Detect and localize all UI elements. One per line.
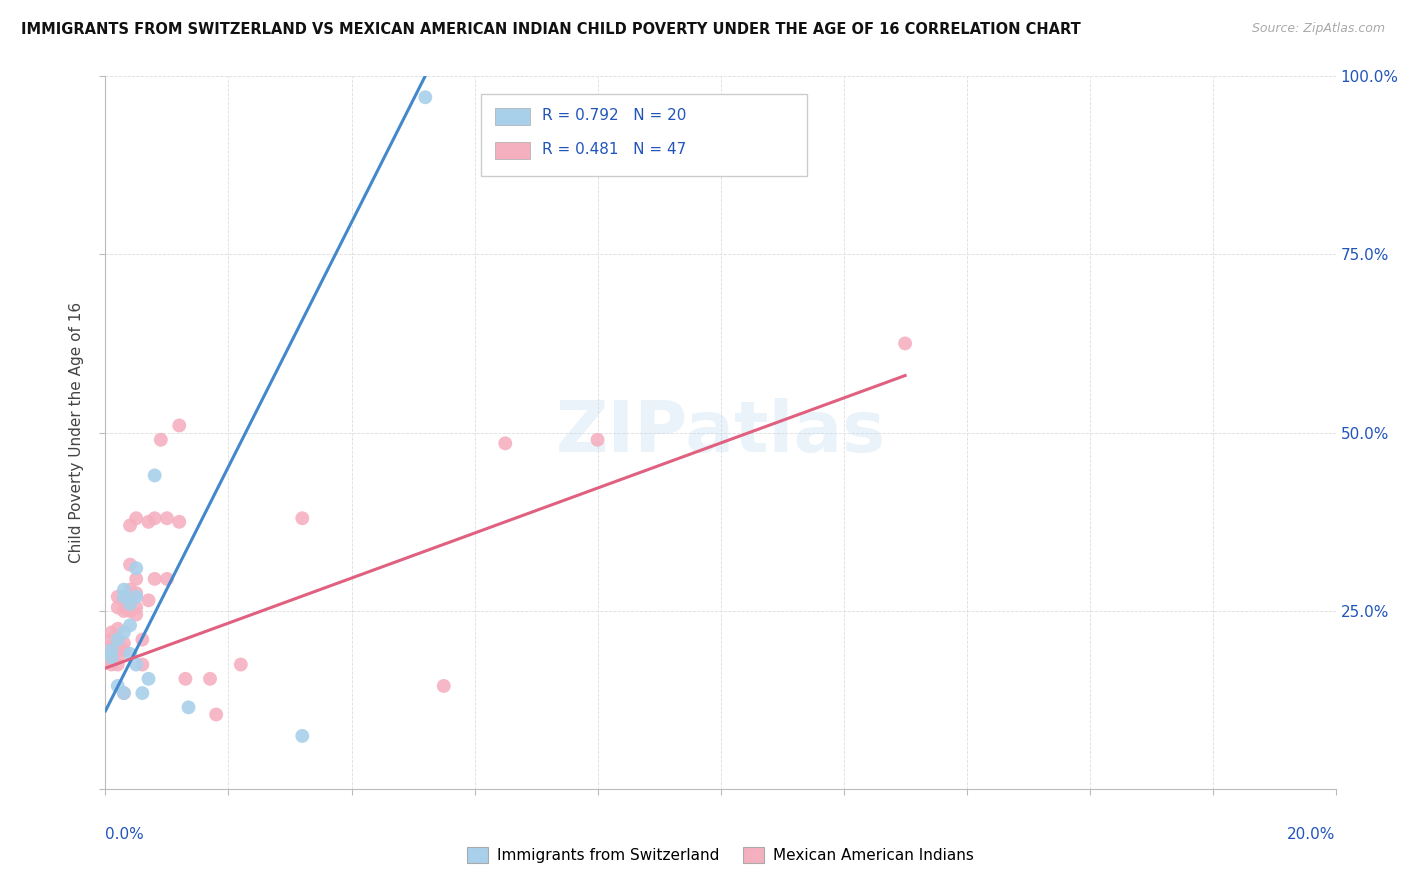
Point — [112, 582, 135, 597]
Point — [138, 672, 160, 686]
Point — [112, 625, 135, 640]
Point — [100, 643, 122, 657]
Point — [112, 643, 135, 657]
Point — [125, 600, 148, 615]
Point — [112, 593, 135, 607]
Point — [174, 672, 197, 686]
Text: ZIPatlas: ZIPatlas — [555, 398, 886, 467]
Text: IMMIGRANTS FROM SWITZERLAND VS MEXICAN AMERICAN INDIAN CHILD POVERTY UNDER THE A: IMMIGRANTS FROM SWITZERLAND VS MEXICAN A… — [21, 22, 1081, 37]
Point — [107, 636, 129, 650]
Point — [107, 632, 129, 647]
Point — [112, 686, 135, 700]
Point — [125, 561, 148, 575]
Point — [120, 618, 141, 632]
Point — [125, 572, 148, 586]
Point — [198, 672, 221, 686]
Point — [125, 511, 148, 525]
Point — [107, 643, 129, 657]
Bar — [495, 108, 530, 125]
Point — [100, 657, 122, 672]
Point — [120, 558, 141, 572]
Point — [131, 686, 153, 700]
Point — [138, 515, 160, 529]
Point — [143, 468, 166, 483]
Text: R = 0.792   N = 20: R = 0.792 N = 20 — [543, 108, 686, 122]
Point — [100, 625, 122, 640]
Point — [107, 600, 129, 615]
Point — [125, 586, 148, 600]
Point — [107, 679, 129, 693]
Point — [112, 604, 135, 618]
Point — [107, 650, 129, 665]
Point — [125, 607, 148, 622]
Point — [291, 511, 314, 525]
Point — [100, 650, 122, 665]
Point — [169, 515, 191, 529]
Text: Source: ZipAtlas.com: Source: ZipAtlas.com — [1251, 22, 1385, 36]
Point — [125, 657, 148, 672]
Point — [169, 418, 191, 433]
Point — [107, 657, 129, 672]
Point — [107, 590, 129, 604]
Point — [131, 632, 153, 647]
Point — [120, 597, 141, 611]
Point — [156, 511, 179, 525]
Point — [586, 433, 609, 447]
Y-axis label: Child Poverty Under the Age of 16: Child Poverty Under the Age of 16 — [69, 302, 84, 563]
Point — [100, 654, 122, 668]
Point — [120, 582, 141, 597]
Point — [143, 572, 166, 586]
Text: 20.0%: 20.0% — [1288, 828, 1336, 842]
Point — [131, 657, 153, 672]
Legend: Immigrants from Switzerland, Mexican American Indians: Immigrants from Switzerland, Mexican Ame… — [460, 839, 981, 871]
Bar — [495, 143, 530, 160]
Point — [229, 657, 252, 672]
Point — [112, 590, 135, 604]
Point — [177, 700, 200, 714]
Point — [107, 622, 129, 636]
Text: R = 0.481   N = 47: R = 0.481 N = 47 — [543, 142, 686, 157]
Point — [120, 518, 141, 533]
Text: 0.0%: 0.0% — [105, 828, 145, 842]
Point — [894, 336, 917, 351]
Point — [125, 590, 148, 604]
Point — [120, 604, 141, 618]
FancyBboxPatch shape — [481, 94, 807, 176]
Point — [494, 436, 516, 450]
Point — [120, 593, 141, 607]
Point — [138, 593, 160, 607]
Point — [120, 647, 141, 661]
Point — [143, 511, 166, 525]
Point — [156, 572, 179, 586]
Point — [112, 636, 135, 650]
Point — [205, 707, 228, 722]
Point — [100, 640, 122, 654]
Point — [149, 433, 172, 447]
Point — [433, 679, 456, 693]
Point — [100, 632, 122, 647]
Point — [112, 686, 135, 700]
Point — [415, 90, 437, 104]
Point — [291, 729, 314, 743]
